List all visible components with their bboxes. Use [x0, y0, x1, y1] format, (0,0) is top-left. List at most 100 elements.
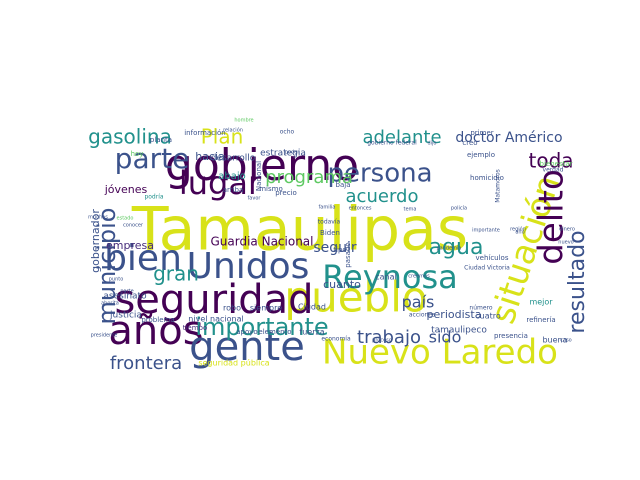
- cloud-word: estado: [117, 216, 134, 222]
- cloud-word: pandemia: [437, 246, 462, 252]
- cloud-word: buena: [542, 336, 567, 345]
- cloud-word: Plan: [201, 125, 244, 149]
- cloud-word: dijo: [427, 141, 436, 147]
- cloud-word: caso: [560, 338, 571, 344]
- cloud-word: adelante: [362, 127, 441, 148]
- cloud-word: baja: [336, 181, 351, 189]
- cloud-word: fuerza: [299, 328, 324, 337]
- cloud-word: tema: [404, 207, 417, 213]
- cloud-word: Unidos: [187, 246, 310, 287]
- cloud-word: seguridad: [114, 277, 313, 323]
- cloud-word: lugar: [179, 164, 262, 202]
- cloud-word: tipo: [333, 246, 346, 254]
- cloud-word: familia: [319, 205, 336, 211]
- cloud-word: acuerdo: [346, 186, 419, 207]
- cloud-word: gobierno: [165, 140, 359, 191]
- cloud-word: vehículos: [476, 254, 509, 262]
- cloud-word: parte: [120, 289, 133, 295]
- cloud-word: bienestar: [540, 160, 573, 168]
- cloud-word: hoy: [131, 150, 144, 158]
- cloud-word: información: [184, 129, 226, 137]
- cloud-word: país: [402, 293, 435, 312]
- cloud-word: gobierno federal: [367, 140, 417, 147]
- cloud-word: seguir: [313, 240, 357, 256]
- cloud-word: mejor: [529, 298, 553, 307]
- cloud-word: estrategia: [260, 149, 306, 159]
- cloud-word: importante: [472, 228, 500, 234]
- cloud-word: punto: [109, 277, 124, 283]
- cloud-word: problema: [141, 316, 174, 324]
- cloud-word: creemos: [408, 274, 430, 280]
- cloud-word: homicidio: [470, 174, 504, 182]
- cloud-word: agua: [429, 235, 484, 260]
- cloud-word: región: [510, 226, 526, 233]
- cloud-word: gente: [189, 324, 305, 370]
- cloud-word: creo: [462, 139, 477, 147]
- cloud-word: abajo: [218, 171, 246, 182]
- cloud-word: número: [469, 305, 492, 312]
- cloud-word: pueblo: [284, 273, 427, 322]
- cloud-word: tamaulipeco: [431, 326, 487, 336]
- cloud-word: tiempo: [183, 324, 208, 332]
- cloud-word: refinería: [526, 316, 555, 324]
- cloud-word: relación: [223, 127, 243, 134]
- cloud-word: toda: [528, 149, 573, 173]
- cloud-word: nuevo: [558, 240, 573, 246]
- cloud-word: economía: [321, 336, 351, 343]
- cloud-word: Nuevo Laredo: [322, 333, 558, 373]
- cloud-word: elemento: [258, 328, 291, 336]
- cloud-word: mismo: [259, 185, 283, 193]
- cloud-word: presidente: [91, 333, 118, 339]
- cloud-word: precio: [275, 189, 297, 197]
- cloud-word: Reynosa: [322, 258, 458, 296]
- cloud-word: gobernador: [89, 209, 102, 273]
- cloud-word: acciones: [409, 312, 435, 319]
- cloud-word: justicia: [109, 311, 142, 321]
- cloud-word: siempre: [250, 304, 282, 313]
- cloud-word: todavía: [318, 219, 341, 226]
- cloud-word: desarrollo: [211, 154, 256, 164]
- cloud-word: cuanto: [323, 278, 361, 291]
- cloud-word: trabajo: [357, 327, 421, 348]
- cloud-word: Tamaulipas: [131, 195, 468, 265]
- cloud-word: seguridad pública: [198, 359, 269, 368]
- cloud-word: ejemplo: [467, 151, 495, 159]
- cloud-word: programa: [265, 167, 353, 188]
- cloud-word: hacia: [195, 150, 225, 163]
- cloud-word: podría: [144, 194, 163, 201]
- cloud-word: frontera: [110, 353, 182, 374]
- cloud-word: bien: [104, 238, 182, 279]
- cloud-word: presencia: [494, 332, 528, 340]
- cloud-word: planta: [150, 136, 172, 144]
- cloud-word: Guardia Nacional: [211, 235, 314, 249]
- cloud-word: ocho: [280, 129, 295, 136]
- cloud-word: apoyo: [236, 328, 257, 336]
- cloud-word: muchas: [88, 215, 108, 221]
- cloud-word: gasolina: [88, 125, 172, 149]
- cloud-word: asesinato: [103, 292, 147, 302]
- cloud-word: Ciudad: [298, 303, 326, 312]
- cloud-word: hombre: [234, 118, 253, 124]
- cloud-word: parte: [115, 142, 190, 175]
- cloud-word: resultado: [565, 230, 590, 333]
- cloud-word: verdad: [543, 167, 564, 174]
- cloud-word: año: [515, 230, 524, 236]
- cloud-word: dinero: [559, 227, 575, 233]
- cloud-word: entonces: [349, 206, 372, 212]
- cloud-word: jóvenes: [104, 183, 148, 196]
- cloud-word: conocer: [123, 223, 144, 229]
- cloud-word: gran: [153, 262, 199, 286]
- cloud-word: robo: [223, 304, 241, 313]
- cloud-word: municipio: [93, 208, 121, 325]
- cloud-word: Ciudad Victoria: [464, 265, 510, 272]
- cloud-word: policía: [451, 205, 467, 212]
- cloud-word: periodista: [427, 308, 482, 321]
- cloud-word: cuatro: [475, 312, 501, 321]
- cloud-word: nivel nacional: [188, 315, 243, 324]
- cloud-word: persona: [327, 159, 432, 189]
- cloud-word: poder: [285, 150, 300, 156]
- cloud-word: doctor Américo: [455, 130, 562, 146]
- cloud-word: sido: [429, 328, 462, 347]
